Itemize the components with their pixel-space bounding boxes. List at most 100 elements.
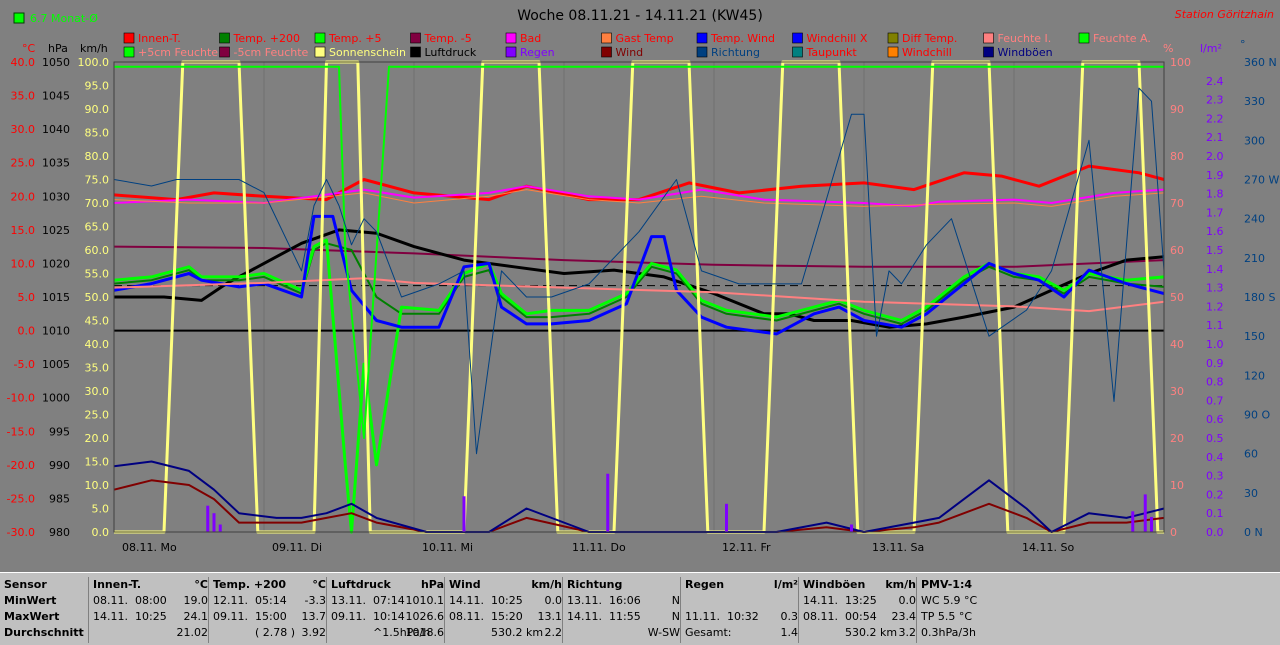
temp-tick: 0.0 (18, 325, 36, 338)
stats-value: 13.1 (537, 610, 563, 623)
wind-tick: 65.0 (85, 221, 110, 234)
rain-bar (725, 503, 728, 532)
row-label-avg: Durchschnitt (4, 626, 84, 639)
series-bad (113, 185, 1165, 208)
stats-time: ^1.5hPa/h (373, 626, 431, 639)
stats-column: Luftdruck hPa 13.11. 07:14 1010.1 09.11. 10:14… (326, 577, 444, 643)
legend-swatch (601, 46, 612, 58)
stats-date: 14.11. (93, 610, 128, 623)
wind-tick: 80.0 (85, 150, 110, 163)
wind-tick: 40.0 (85, 338, 110, 351)
legend-swatch (983, 32, 994, 44)
direction-tick: 0 N (1244, 526, 1263, 539)
stats-cell-row: TP 5.5 °C (921, 609, 1036, 625)
legend-swatch (219, 46, 230, 58)
pressure-tick: 1025 (42, 224, 70, 237)
axis-headers: °C hPa km/h % l/m² ° (22, 38, 1246, 55)
temp-tick: -10.0 (7, 392, 35, 405)
rain-axis-header: l/m² (1200, 42, 1222, 55)
temp-tick: 5.0 (18, 291, 36, 304)
stats-column-unit: l/m² (773, 578, 798, 591)
temp-tick: -20.0 (7, 459, 35, 472)
stats-time: 13:25 (845, 594, 877, 607)
stats-cell-row: 14.11. 13:25 0.0 (803, 593, 916, 609)
humidity-tick: 50 (1170, 291, 1184, 304)
legend-swatch (887, 32, 899, 44)
stats-time: 07:14 (373, 594, 405, 607)
legend-label: -5cm Feuchte (234, 46, 309, 59)
legend-swatch (696, 46, 708, 58)
direction-tick: 360 N (1244, 56, 1277, 69)
stats-column-name: Wind (449, 578, 481, 591)
wind-tick: 20.0 (85, 432, 110, 445)
stats-column: Wind km/h 14.11. 10:25 0.0 08.11. 15:20 13.1 530… (444, 577, 562, 643)
stats-value: 1010.1 (405, 594, 445, 607)
wind-tick: 10.0 (85, 479, 110, 492)
stats-column-header: Windböen km/h (803, 577, 916, 593)
temp-tick: 35.0 (11, 90, 36, 103)
series-temp-5 (113, 238, 1165, 534)
pressure-tick: 1050 (42, 56, 70, 69)
stats-date: Gesamt: (685, 626, 732, 639)
plot-area (114, 62, 1164, 532)
stats-value: 3.2 (898, 626, 917, 639)
legend-swatch (601, 32, 612, 44)
temp-tick: -30.0 (7, 526, 35, 539)
stats-value: 1018.6 (405, 626, 445, 639)
stats-time: 11:55 (609, 610, 641, 623)
stats-cell-row: 530.2 km 2.2 (449, 625, 562, 641)
rain-tick: 1.4 (1206, 263, 1224, 276)
rain-bar (212, 513, 216, 532)
stats-cell-row: 09.11. 15:00 13.7 (213, 609, 326, 625)
legend-label: Windböen (998, 46, 1053, 59)
stats-cell-row: W-SW (567, 625, 680, 641)
rain-tick: 0.5 (1206, 432, 1224, 445)
wind-tick: 15.0 (85, 456, 110, 469)
stats-value: 0.0 (898, 594, 917, 607)
rain-tick: 1.0 (1206, 338, 1224, 351)
wind-tick: 5.0 (92, 503, 110, 516)
day-label: 12.11. Fr (722, 541, 771, 554)
legend-swatch (1078, 32, 1090, 44)
pressure-tick: 1040 (42, 123, 70, 136)
series-temp-wind (113, 214, 1165, 336)
stats-date: 08.11. (449, 610, 484, 623)
rain-bar (218, 524, 222, 532)
stats-cell-row: 08.11. 15:20 13.1 (449, 609, 562, 625)
stats-cell-row: ^1.5hPa/h 1018.6 (331, 625, 444, 641)
rain-tick: 0.9 (1206, 357, 1224, 370)
stats-column: Temp. +200 °C 12.11. 05:14 -3.3 09.11. 15:00 13… (208, 577, 326, 643)
weather-chart: 6.7 Monat-Ø Woche 08.11.21 - 14.11.21 (K… (7, 8, 1280, 554)
legend-label: Gast Temp (616, 32, 674, 45)
direction-tick: 120 (1244, 369, 1265, 382)
legend-label: Luftdruck (425, 46, 477, 59)
direction-axis-header: ° (1240, 38, 1246, 51)
stats-column-header: Richtung (567, 577, 680, 593)
direction-tick: 300 (1244, 134, 1265, 147)
row-label-max: MaxWert (4, 610, 60, 623)
stats-date: 09.11. (213, 610, 248, 623)
stats-cell-row: WC 5.9 °C (921, 593, 1036, 609)
day-label: 13.11. Sa (872, 541, 924, 554)
stats-panel: Sensor MinWert MaxWert Durchschnitt Inne… (0, 572, 1280, 645)
rain-bar (1150, 516, 1153, 532)
direction-tick: 210 (1244, 252, 1265, 265)
legend-swatch (792, 32, 803, 44)
humidity-tick: 40 (1170, 338, 1184, 351)
rain-tick: 1.7 (1206, 206, 1224, 219)
stats-time: 530.2 km (845, 626, 898, 639)
direction-tick: 330 (1244, 95, 1265, 108)
series-layer (113, 60, 1165, 534)
stats-value: 21.02 (176, 626, 209, 639)
stats-time: 10:25 (491, 594, 523, 607)
temp-tick: 40.0 (11, 56, 36, 69)
day-labels: 08.11. Mo 09.11. Di 10.11. Mi 11.11. Do 12.1… (122, 541, 1074, 554)
grid (263, 62, 1015, 532)
rain-bar (1143, 494, 1147, 532)
rain-tick: 2.1 (1206, 131, 1224, 144)
stats-cell-row: ( 2.78 ) 3.92 (213, 625, 326, 641)
legend-swatch (505, 46, 517, 58)
direction-tick: 60 (1244, 448, 1258, 461)
stats-date: 14.11. (449, 594, 484, 607)
stats-date: TP 5.5 °C (921, 610, 973, 623)
